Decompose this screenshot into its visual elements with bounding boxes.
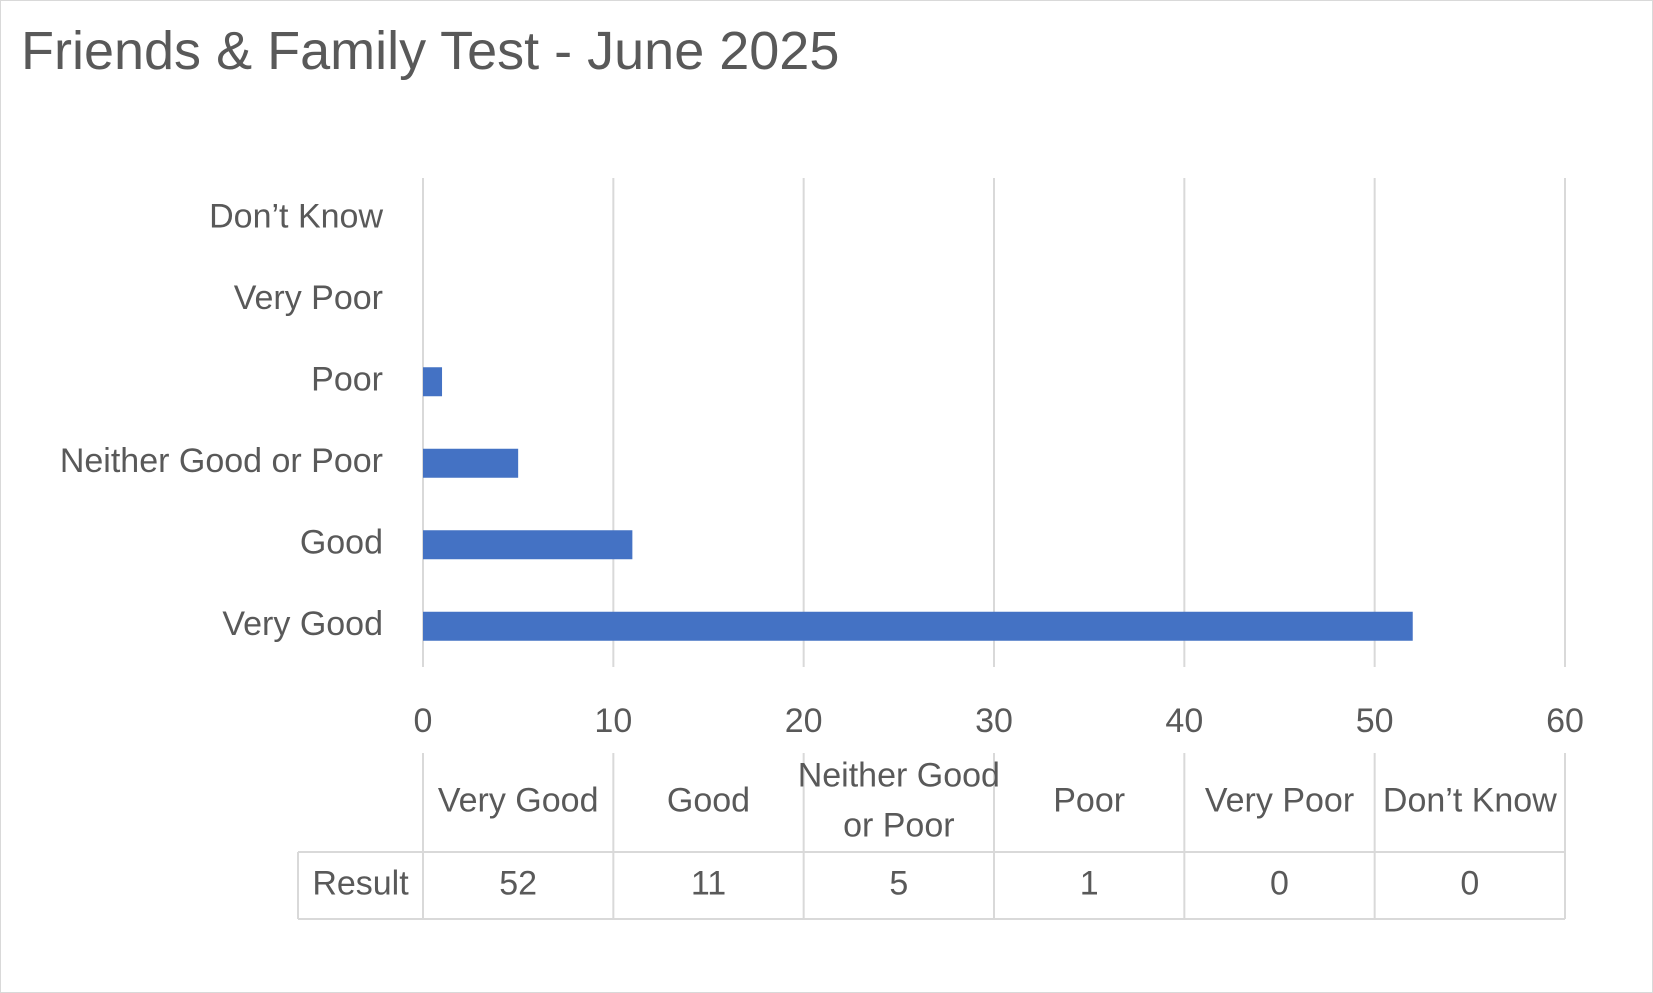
- table-header-cell: Neither Good: [798, 756, 1000, 794]
- y-category-label: Very Good: [222, 605, 383, 643]
- gridlines: [422, 178, 1566, 667]
- y-category-label: Don’t Know: [209, 198, 383, 236]
- table-header-cell: Very Good: [438, 781, 599, 819]
- data-table: Very Good Good Neither Good or Poor Poor Very…: [297, 753, 1566, 920]
- x-tick-label: 0: [414, 702, 433, 740]
- table-series-name: Result: [312, 864, 409, 902]
- y-category-label: Good: [300, 524, 383, 562]
- table-value-cell: 11: [691, 864, 726, 902]
- bar: [423, 530, 633, 560]
- x-tick-label: 60: [1546, 702, 1584, 740]
- x-tick-label: 30: [975, 702, 1013, 740]
- x-tick-label: 50: [1356, 702, 1394, 740]
- x-axis-tick-labels: 0 10 20 30 40 50 60: [414, 702, 1584, 740]
- y-category-label: Very Poor: [234, 279, 383, 317]
- y-axis-category-labels: Very Good Good Neither Good or Poor Poor Ver…: [60, 198, 384, 644]
- table-header-cell: Good: [667, 781, 750, 819]
- table-value-cell: 0: [1270, 864, 1289, 902]
- y-category-label: Neither Good or Poor: [60, 442, 383, 480]
- table-header-cell: Don’t Know: [1383, 781, 1557, 819]
- table-value-cell: 0: [1460, 864, 1479, 902]
- table-value-cell: 5: [889, 864, 908, 902]
- bar: [423, 367, 443, 397]
- table-value-cell: 1: [1080, 864, 1099, 902]
- y-category-label: Poor: [311, 361, 383, 399]
- bars: [423, 367, 1413, 641]
- x-tick-label: 40: [1165, 702, 1203, 740]
- table-value-cell: 52: [499, 864, 537, 902]
- bar: [423, 448, 519, 478]
- x-tick-label: 20: [785, 702, 823, 740]
- bar: [423, 611, 1413, 641]
- table-header-cell: or Poor: [843, 806, 955, 844]
- x-tick-label: 10: [594, 702, 632, 740]
- chart-title: Friends & Family Test - June 2025: [21, 21, 840, 81]
- table-header-cell: Very Poor: [1205, 781, 1354, 819]
- table-header-cell: Poor: [1053, 781, 1125, 819]
